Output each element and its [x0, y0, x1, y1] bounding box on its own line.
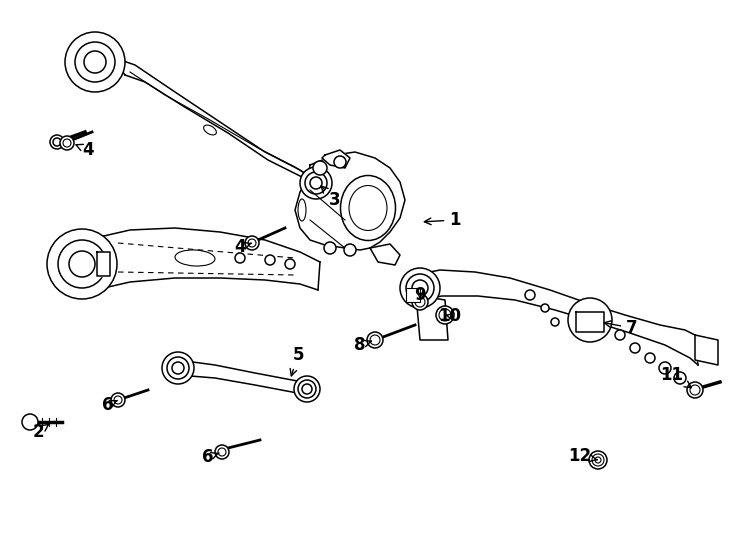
Ellipse shape [175, 250, 215, 266]
Polygon shape [295, 152, 405, 250]
Circle shape [63, 139, 71, 147]
Polygon shape [415, 270, 698, 365]
Circle shape [65, 32, 125, 92]
Circle shape [690, 385, 700, 395]
Circle shape [439, 309, 451, 321]
Circle shape [313, 161, 327, 175]
Circle shape [436, 306, 454, 324]
Circle shape [400, 268, 440, 308]
Circle shape [245, 236, 259, 250]
Circle shape [525, 290, 535, 300]
Circle shape [50, 135, 64, 149]
Circle shape [84, 51, 106, 73]
Circle shape [302, 384, 312, 394]
Circle shape [300, 167, 332, 199]
Text: 12: 12 [568, 447, 597, 465]
Polygon shape [416, 295, 448, 340]
Circle shape [235, 253, 245, 263]
Circle shape [167, 357, 189, 379]
Circle shape [415, 297, 425, 307]
Text: 4: 4 [76, 141, 94, 159]
Circle shape [22, 414, 38, 430]
Circle shape [305, 172, 327, 194]
Circle shape [589, 451, 607, 469]
Circle shape [412, 294, 428, 310]
Text: 7: 7 [604, 319, 638, 337]
Ellipse shape [203, 125, 217, 135]
Text: 8: 8 [355, 336, 371, 354]
Text: 11: 11 [661, 366, 691, 388]
Circle shape [324, 242, 336, 254]
Text: 4: 4 [234, 238, 251, 256]
Text: 10: 10 [438, 307, 462, 325]
Circle shape [370, 335, 380, 345]
Circle shape [687, 382, 703, 398]
Circle shape [298, 380, 316, 398]
Circle shape [75, 42, 115, 82]
Circle shape [541, 304, 549, 312]
Circle shape [659, 362, 671, 374]
Polygon shape [695, 335, 718, 365]
Ellipse shape [349, 186, 387, 231]
Polygon shape [95, 228, 320, 290]
FancyBboxPatch shape [406, 288, 421, 302]
Circle shape [47, 229, 117, 299]
Circle shape [592, 454, 604, 466]
Text: 6: 6 [102, 396, 117, 414]
Ellipse shape [298, 199, 306, 221]
Circle shape [162, 352, 194, 384]
Polygon shape [322, 150, 350, 168]
Circle shape [367, 332, 383, 348]
Circle shape [111, 393, 125, 407]
Polygon shape [370, 244, 400, 265]
Text: 2: 2 [32, 423, 49, 441]
Circle shape [285, 259, 295, 269]
Circle shape [58, 240, 106, 288]
Circle shape [551, 318, 559, 326]
Circle shape [215, 445, 229, 459]
Polygon shape [178, 360, 308, 395]
Circle shape [615, 330, 625, 340]
Circle shape [60, 136, 74, 150]
Circle shape [248, 239, 256, 247]
Circle shape [568, 298, 612, 342]
Circle shape [630, 343, 640, 353]
Circle shape [344, 244, 356, 256]
Circle shape [114, 396, 122, 404]
Circle shape [412, 280, 428, 296]
Circle shape [645, 353, 655, 363]
Polygon shape [112, 57, 316, 186]
Circle shape [53, 138, 61, 146]
Circle shape [69, 251, 95, 277]
Circle shape [334, 156, 346, 168]
Text: 6: 6 [203, 448, 219, 466]
Circle shape [406, 274, 434, 302]
Circle shape [265, 255, 275, 265]
Circle shape [294, 376, 320, 402]
Circle shape [595, 457, 601, 463]
Circle shape [310, 177, 322, 189]
Circle shape [218, 448, 226, 456]
Polygon shape [97, 252, 110, 276]
Circle shape [674, 372, 686, 384]
Text: 1: 1 [424, 211, 461, 229]
Circle shape [172, 362, 184, 374]
Text: 3: 3 [321, 186, 341, 209]
Text: 9: 9 [414, 286, 426, 304]
Ellipse shape [341, 176, 396, 240]
Text: 5: 5 [290, 346, 304, 376]
Polygon shape [576, 312, 604, 332]
